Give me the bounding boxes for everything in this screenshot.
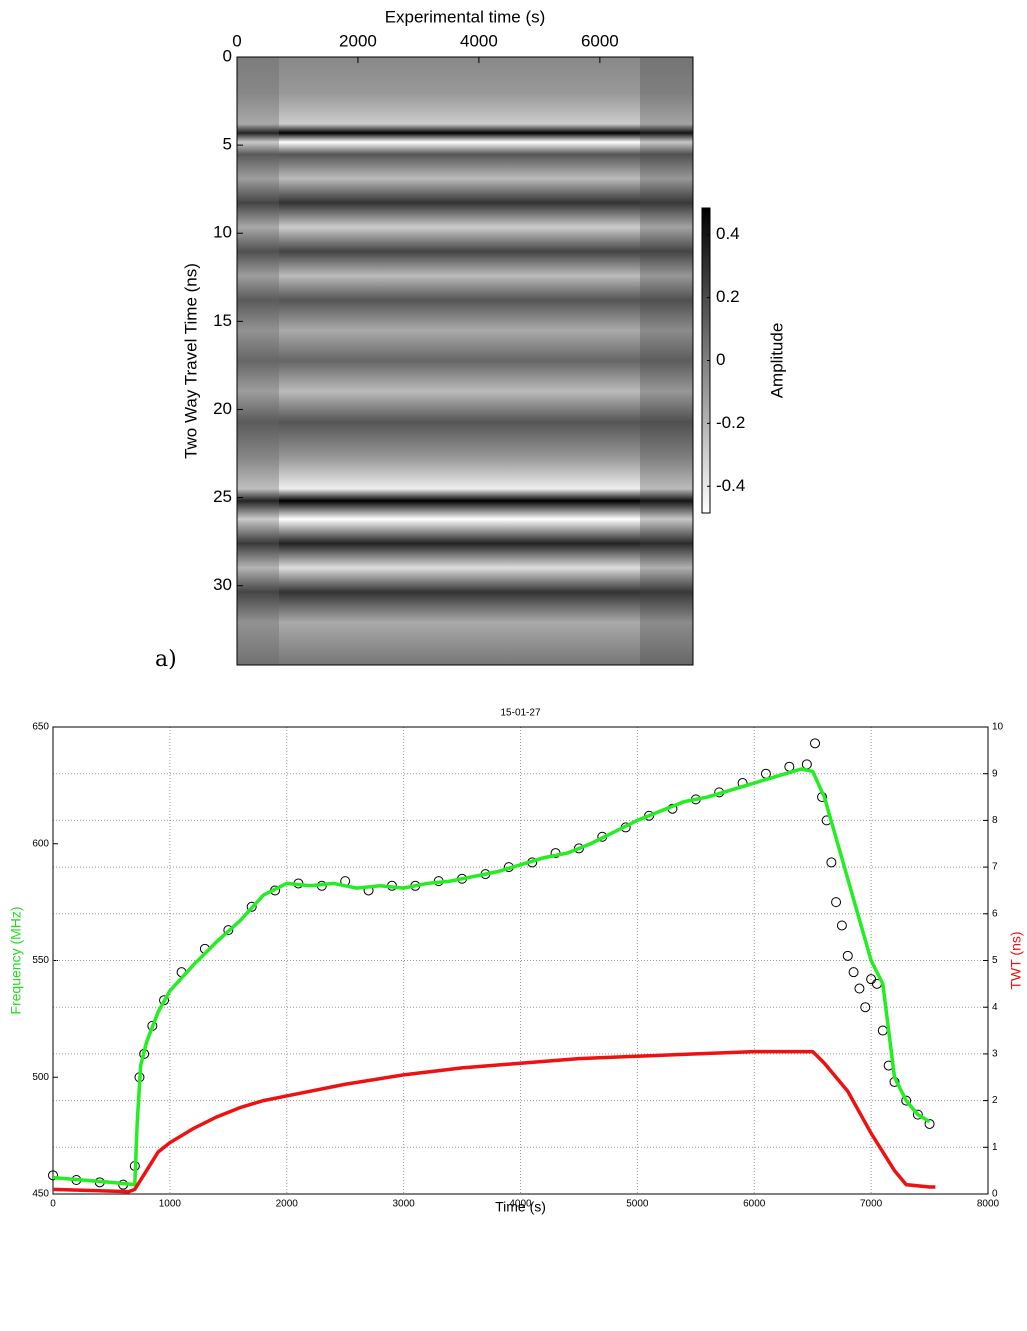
x-axis-label: Time (s) bbox=[495, 1199, 546, 1215]
data-point bbox=[810, 738, 821, 749]
y-tick-label: 550 bbox=[32, 955, 49, 966]
data-point bbox=[848, 967, 859, 978]
data-point bbox=[801, 759, 812, 770]
radargram-image bbox=[237, 57, 693, 665]
x-tick-label: 6000 bbox=[743, 1199, 766, 1210]
radargram-end bbox=[640, 57, 693, 665]
y2-tick-label: 10 bbox=[992, 722, 1004, 733]
y-tick-label: 650 bbox=[32, 722, 49, 733]
y2-tick-label: 4 bbox=[992, 1002, 998, 1013]
data-point bbox=[854, 983, 865, 994]
x-tick-label: 0 bbox=[232, 31, 241, 50]
colorbar-label: Amplitude bbox=[767, 323, 786, 399]
y-tick-label: 30 bbox=[213, 575, 232, 594]
y-tick-label: 20 bbox=[213, 399, 232, 418]
chart-title: 15-01-27 bbox=[500, 708, 540, 719]
y2-tick-label: 1 bbox=[992, 1142, 998, 1153]
data-point bbox=[48, 1170, 58, 1181]
y2-tick-label: 0 bbox=[992, 1189, 998, 1200]
y2-tick-label: 9 bbox=[992, 768, 998, 779]
x-tick-label: 2000 bbox=[276, 1199, 299, 1210]
data-point bbox=[901, 1095, 912, 1106]
radargram-start bbox=[237, 57, 279, 665]
y-tick-label: 10 bbox=[213, 223, 232, 242]
x-tick-label: 4000 bbox=[460, 31, 498, 50]
plot-frame bbox=[236, 56, 694, 666]
colorbar-tick-label: -0.4 bbox=[716, 476, 745, 495]
x-tick-label: 2000 bbox=[339, 31, 377, 50]
y2-tick-label: 6 bbox=[992, 908, 998, 919]
panel-label: a) bbox=[155, 647, 177, 672]
colorbar-tick-label: 0.4 bbox=[716, 224, 740, 243]
colorbar-tick-label: -0.2 bbox=[716, 413, 745, 432]
data-point bbox=[842, 950, 853, 961]
y-tick-label: 25 bbox=[213, 487, 232, 506]
y-axis-label: Frequency (MHz) bbox=[8, 906, 24, 1014]
y2-tick-label: 2 bbox=[992, 1095, 998, 1106]
x-tick-label: 5000 bbox=[626, 1199, 649, 1210]
colorbar-tick-label: 0 bbox=[716, 350, 725, 369]
data-point bbox=[836, 920, 847, 931]
x-tick-label: 6000 bbox=[581, 31, 619, 50]
data-point bbox=[924, 1118, 935, 1129]
data-point bbox=[831, 897, 842, 908]
data-point bbox=[912, 1109, 923, 1120]
data-point bbox=[223, 925, 234, 936]
data-point bbox=[860, 1002, 871, 1013]
y-tick-label: 0 bbox=[223, 46, 232, 65]
y-tick-label: 600 bbox=[32, 838, 49, 849]
y-tick-label: 450 bbox=[32, 1189, 49, 1200]
data-point bbox=[246, 901, 257, 912]
data-point bbox=[877, 1025, 888, 1036]
y2-tick-label: 3 bbox=[992, 1049, 998, 1060]
plot-frame bbox=[52, 726, 989, 1195]
y2-axis-label: TWT (ns) bbox=[1008, 931, 1024, 989]
y-tick-label: 15 bbox=[213, 311, 232, 330]
y2-tick-label: 7 bbox=[992, 862, 998, 873]
y-tick-label: 5 bbox=[223, 135, 232, 154]
series-line bbox=[52, 1049, 936, 1194]
x-axis-label: Experimental time (s) bbox=[385, 7, 546, 26]
x-tick-label: 3000 bbox=[393, 1199, 416, 1210]
colorbar-tick-label: 0.2 bbox=[716, 287, 740, 306]
x-tick-label: 1000 bbox=[159, 1199, 182, 1210]
y-tick-label: 500 bbox=[32, 1072, 49, 1083]
y-axis-label: Two Way Travel Time (ns) bbox=[181, 263, 200, 459]
x-tick-label: 8000 bbox=[977, 1199, 1000, 1210]
x-tick-label: 0 bbox=[50, 1199, 56, 1210]
series-line bbox=[52, 767, 931, 1187]
x-tick-label: 7000 bbox=[860, 1199, 883, 1210]
data-point bbox=[826, 857, 837, 868]
y2-tick-label: 8 bbox=[992, 815, 998, 826]
y2-tick-label: 5 bbox=[992, 955, 998, 966]
x-tick-label: 4000 bbox=[509, 1199, 532, 1210]
